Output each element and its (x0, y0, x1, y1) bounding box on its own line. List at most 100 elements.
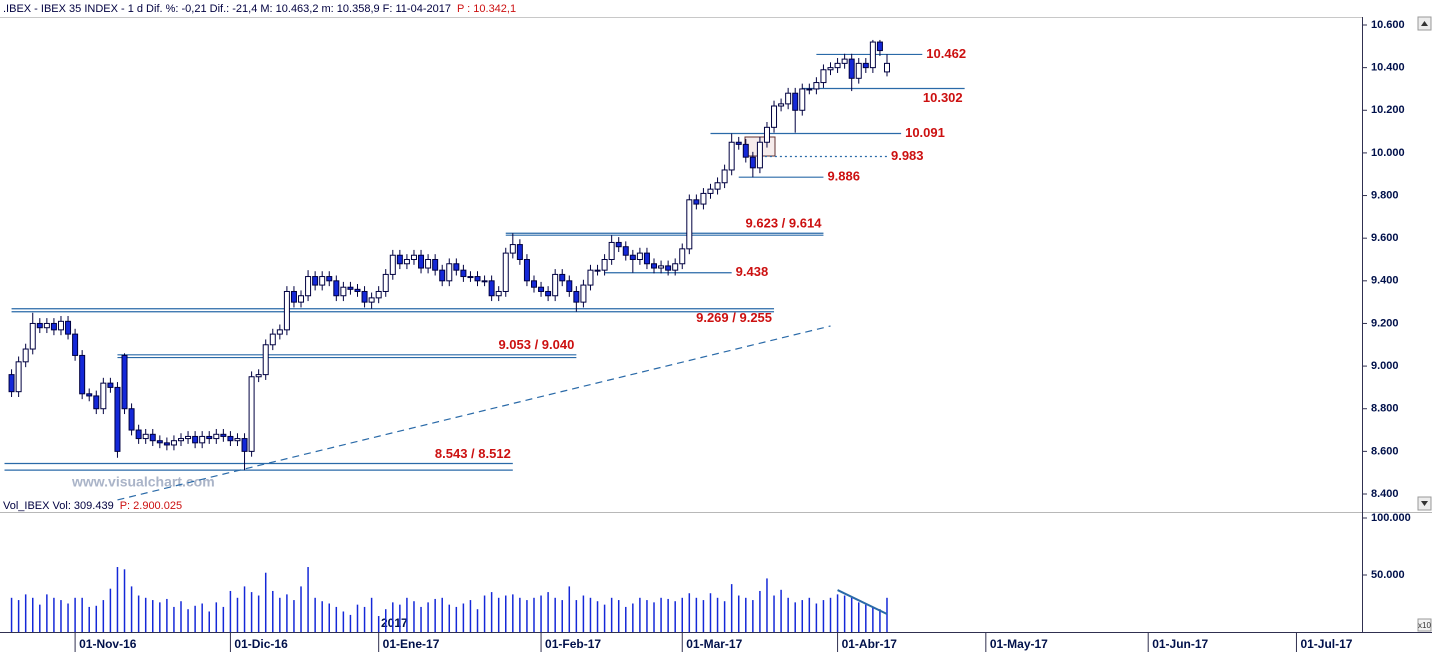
candle-body (538, 286, 545, 292)
candle-body (177, 438, 184, 442)
year-label: 2017 (381, 616, 408, 630)
candle-body (622, 246, 629, 256)
x-tick-label: 01-May-17 (990, 637, 1048, 651)
candle-body (756, 141, 763, 169)
candle-body (206, 435, 213, 440)
candle-body (425, 259, 432, 269)
candle-body (382, 273, 389, 292)
candle-body (883, 62, 890, 73)
y-tick-label: 9.400 (1371, 275, 1399, 287)
candle-body (474, 276, 481, 282)
candle-body (340, 286, 347, 297)
level-label: 9.269 / 9.255 (696, 310, 772, 325)
candle-body (185, 435, 192, 440)
candle-body (192, 435, 199, 444)
candle-body (220, 433, 227, 437)
y-tick-label: 9.600 (1371, 232, 1399, 244)
candle-body (763, 126, 770, 143)
y-tick-label: 9.000 (1371, 360, 1399, 372)
candle-body (403, 259, 410, 265)
candle-body (813, 82, 820, 90)
candle-body (446, 263, 453, 282)
candle-body (135, 429, 142, 440)
x-tick-label: 01-Feb-17 (545, 637, 601, 651)
candle-body (700, 192, 707, 205)
candle-body (312, 276, 319, 286)
candle-body (439, 269, 446, 282)
y-tick-label: 10.000 (1371, 147, 1405, 159)
candle-body (735, 141, 742, 145)
candle-body (156, 440, 163, 444)
candle-body (587, 269, 594, 286)
candle-body (389, 254, 396, 275)
y-tick-label: 9.800 (1371, 189, 1399, 201)
candle-body (594, 269, 601, 272)
candle-body (305, 276, 312, 297)
volume-last: P: 2.900.025 (120, 500, 182, 512)
candle-body (792, 92, 799, 111)
candle-body (432, 259, 439, 271)
candle-body (8, 374, 15, 393)
y-tick-label: 50.000 (1371, 569, 1405, 581)
scale-button[interactable] (1417, 618, 1432, 632)
candle-body (262, 344, 269, 376)
candle-body (707, 188, 714, 194)
candle-body (771, 105, 778, 128)
scroll-up-icon (1421, 21, 1428, 26)
candle-body (15, 361, 22, 393)
candle-body (326, 276, 333, 282)
level-label: 10.302 (923, 90, 963, 105)
candle-body (453, 263, 460, 271)
candle-body (93, 395, 100, 410)
candle-body (658, 265, 665, 269)
candle-body (410, 254, 417, 260)
candle-body (65, 320, 72, 335)
candle-body (241, 438, 248, 452)
candle-body (742, 143, 749, 158)
candle-body (347, 286, 354, 290)
candle-body (559, 273, 566, 282)
y-tick-label: 10.200 (1371, 104, 1405, 116)
candle-body (100, 382, 107, 410)
candle-body (319, 276, 326, 286)
candle-body (799, 88, 806, 111)
candle-body (269, 333, 276, 346)
candle-body (170, 440, 177, 446)
x-tick-label: 01-Abr-17 (842, 637, 898, 651)
candle-body (79, 354, 86, 395)
price-last: P : 10.342,1 (457, 3, 516, 15)
price-header: .IBEX - IBEX 35 INDEX - 1 d Dif. %: -0,2… (3, 3, 516, 15)
y-tick-label: 8.600 (1371, 445, 1399, 457)
candle-body (834, 62, 841, 69)
level-label: 9.623 / 9.614 (746, 216, 823, 231)
candle-body (57, 320, 64, 331)
y-tick-label: 10.400 (1371, 62, 1405, 74)
candle-body (163, 442, 170, 446)
candle-body (276, 329, 283, 335)
candle-body (333, 280, 340, 297)
trend-line (117, 325, 831, 501)
candle-body (234, 438, 241, 442)
candle-body (679, 248, 686, 265)
candle-body (580, 284, 587, 303)
candle-body (149, 433, 156, 442)
candle-body (714, 182, 721, 190)
candle-body (552, 273, 559, 297)
candle-body (841, 58, 848, 64)
candle-body (862, 62, 869, 69)
candle-body (298, 295, 305, 303)
level-label: 10.091 (905, 125, 945, 140)
candle-body (728, 141, 735, 171)
candle-body (855, 62, 862, 79)
candle-body (749, 156, 756, 169)
candle-body (29, 322, 36, 350)
candle-body (121, 354, 128, 410)
candle-body (213, 433, 220, 440)
candle-body (827, 67, 834, 71)
candle-body (290, 290, 297, 303)
candle-body (368, 297, 375, 303)
candle-body (227, 435, 234, 442)
candle-body (608, 241, 615, 260)
